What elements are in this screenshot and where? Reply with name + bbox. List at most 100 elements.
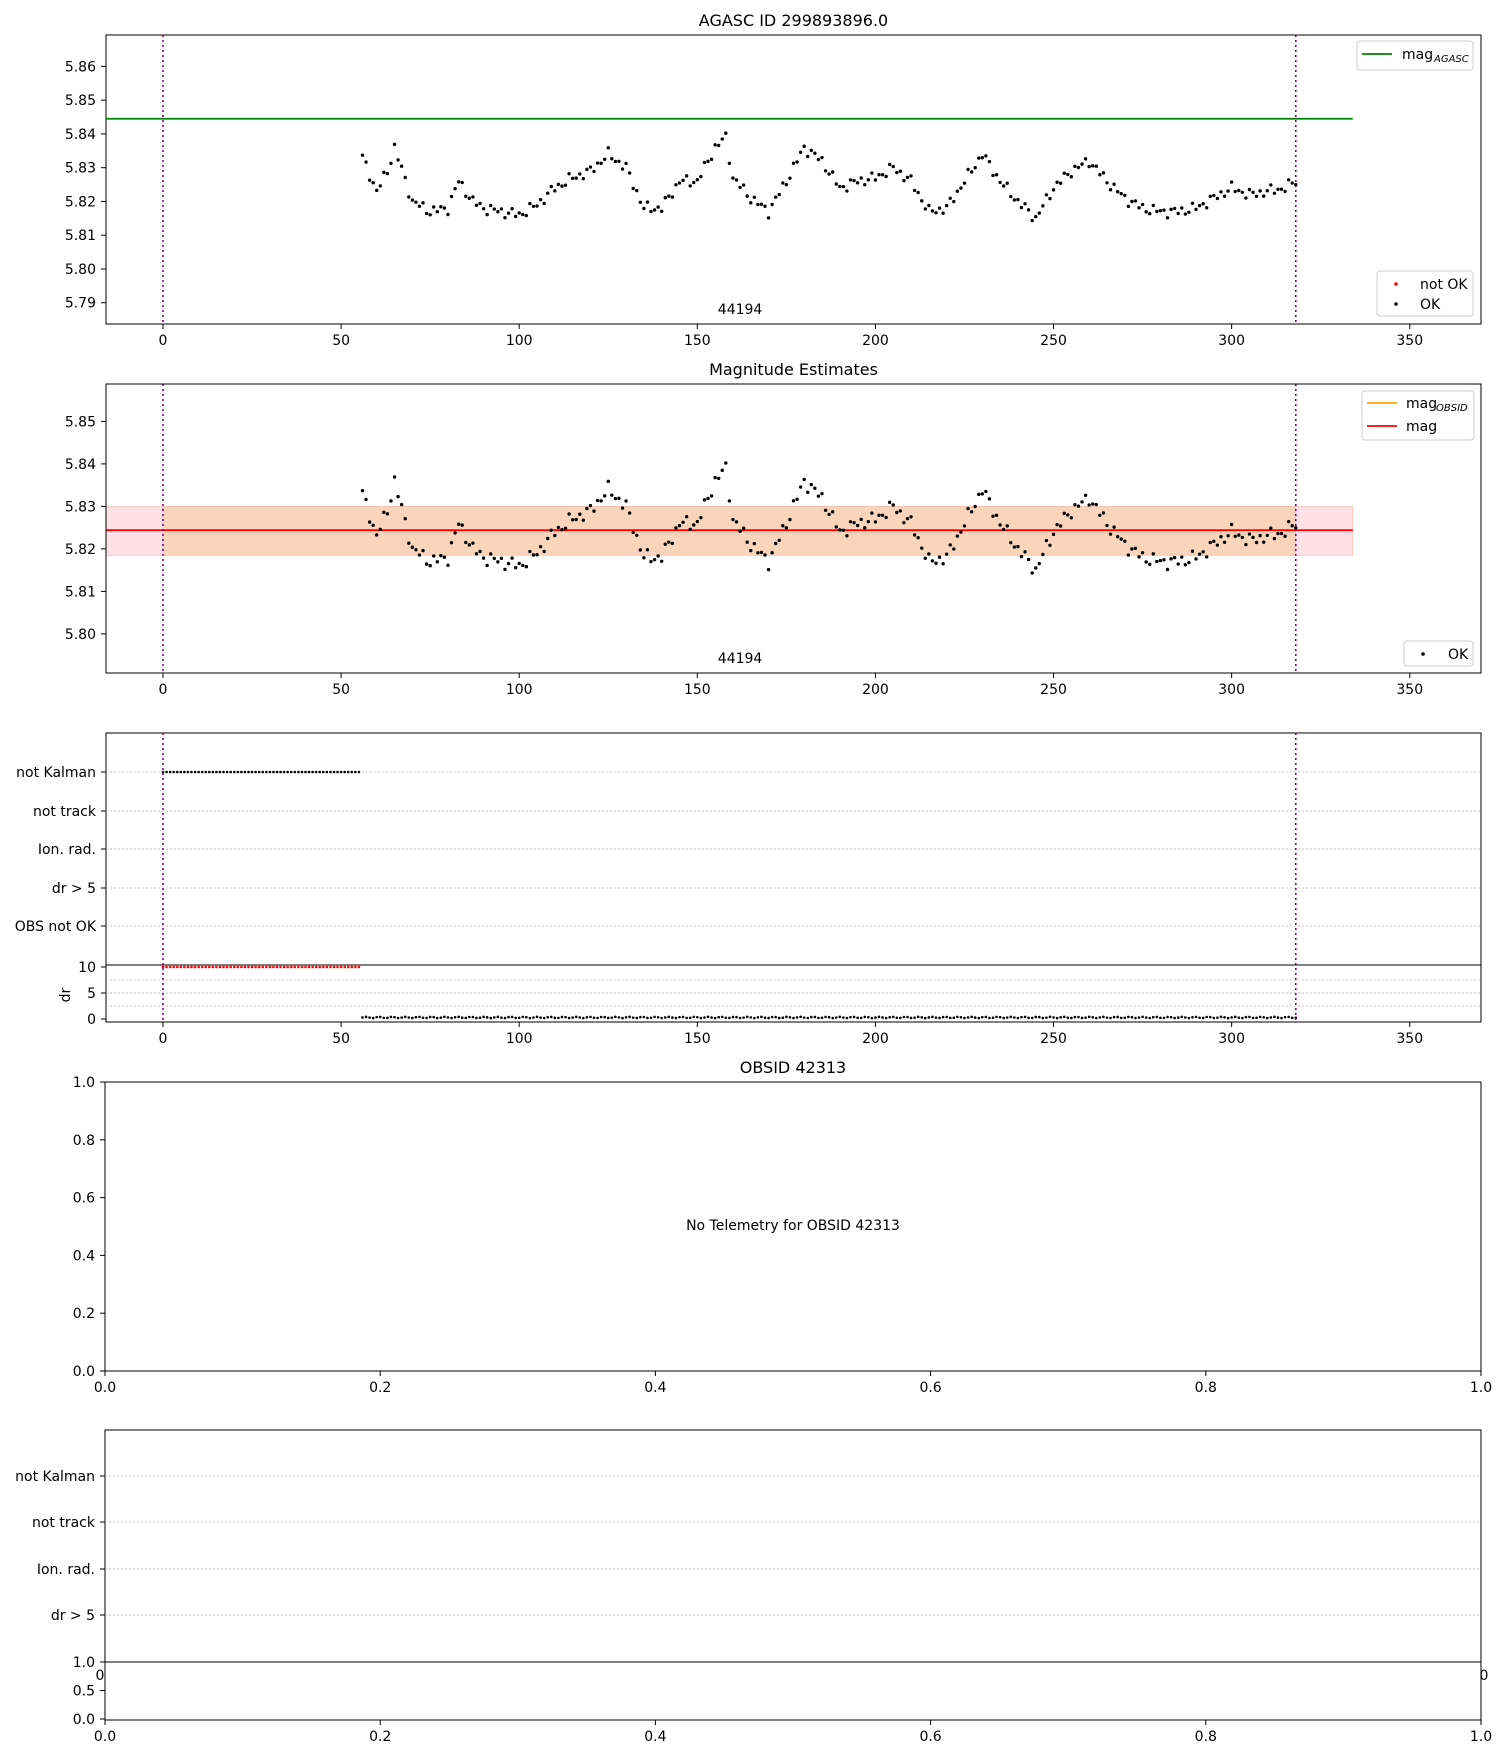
panel2-ok-point xyxy=(702,498,707,502)
panel1-ok-point xyxy=(1265,189,1269,193)
panel3-dr-clipped-point xyxy=(282,965,286,969)
panel3-dr-clipped-point xyxy=(161,965,165,969)
panel2-ok-point xyxy=(1240,535,1245,540)
panel2-ok-point xyxy=(399,502,404,507)
panel1-ok-point xyxy=(756,202,760,207)
panel2-ok-point xyxy=(521,563,525,568)
panel2-ok-point xyxy=(1044,538,1049,543)
panel2-ok-point xyxy=(1172,555,1177,560)
panel1-ok-point xyxy=(467,196,472,200)
panel2-ok-point xyxy=(845,534,849,538)
panel2-ok-point xyxy=(1108,532,1113,536)
panel2-ok-point xyxy=(1048,543,1052,548)
panel3-dr-point xyxy=(799,1015,802,1019)
panel1-ok-point xyxy=(902,178,906,183)
panel3-dr-point xyxy=(453,1016,457,1019)
panel3-dr-clipped-point xyxy=(293,965,297,969)
panel3-not-kalman-point xyxy=(225,770,229,774)
panel2-ok-point xyxy=(392,475,397,479)
panel2-ok-point xyxy=(1212,539,1216,543)
panel1-ok-point xyxy=(599,161,603,166)
panel1-ok-point xyxy=(930,209,935,213)
panel1-ok-point xyxy=(489,203,493,208)
panel3-not-kalman-point xyxy=(161,770,165,774)
panel2-ok-point xyxy=(613,496,618,501)
panel2-ok-point xyxy=(585,506,589,511)
panel2-ok-point xyxy=(1055,523,1059,527)
panel1-ok-point xyxy=(1023,202,1027,206)
panel3-not-kalman-point xyxy=(321,770,325,774)
panel1-ok-point xyxy=(1098,173,1102,177)
panel3-dr-ytick-label: 0 xyxy=(87,1012,96,1028)
panel3-dr-ytick-label: 5 xyxy=(87,986,96,1002)
panel1-ok-point xyxy=(1165,216,1170,220)
panel1-xtick-label: 200 xyxy=(862,333,889,349)
panel1-ok-point xyxy=(791,161,796,165)
panel1-ok-point xyxy=(966,167,970,172)
panel2-ok-point xyxy=(891,503,895,507)
panel2-ok-point xyxy=(984,489,988,494)
panel2-ok-point xyxy=(599,499,603,503)
panel3-not-kalman-point xyxy=(289,770,293,774)
panel3-dr-point xyxy=(567,1016,571,1020)
panel2-ok-point xyxy=(524,564,529,569)
panel2-ok-point xyxy=(367,520,372,524)
panel1-ok-point xyxy=(385,171,390,176)
panel3-not-kalman-point xyxy=(204,770,208,774)
panel1-ok-point xyxy=(859,176,863,180)
panel2-ok-point xyxy=(456,522,461,526)
panel3-dr-point xyxy=(1094,1016,1098,1020)
panel2-ok-point xyxy=(1098,513,1102,517)
panel3-dr-point xyxy=(400,1016,403,1019)
panel1-ok-point xyxy=(749,201,753,205)
panel2-ok-point xyxy=(1215,543,1220,547)
panel1-ok-point xyxy=(863,183,867,187)
panel1-ok-point xyxy=(610,157,614,161)
panel1-ok-point xyxy=(563,183,568,187)
panel1-ok-point xyxy=(773,195,778,199)
panel1-ok-point xyxy=(439,205,443,209)
panel2-ok-point xyxy=(905,516,910,521)
panel2-legend-mag-obsid-sub: OBSID xyxy=(1436,403,1468,414)
panel3-dr-clipped-point xyxy=(275,965,279,969)
panel1-ok-point xyxy=(1294,182,1298,187)
panel3-dr-point xyxy=(475,1016,478,1020)
panel1-ok-point xyxy=(834,182,838,186)
panel3-dr-point xyxy=(1283,1015,1287,1019)
panel1-ok-point xyxy=(695,178,700,182)
panel2-ok-point xyxy=(741,526,746,530)
panel3-dr-clipped-point xyxy=(318,965,322,969)
panel2-ok-point xyxy=(838,528,842,532)
panel2-ok-point xyxy=(684,515,689,519)
panel3-not-kalman-point xyxy=(293,770,297,774)
panel3-dr-point xyxy=(368,1016,371,1019)
panel1-ok-point xyxy=(784,182,789,187)
panel3-dr-point xyxy=(1262,1015,1266,1019)
panel1-ok-point xyxy=(709,157,714,162)
panel2-ok-point xyxy=(713,475,717,480)
panel3-dr-point xyxy=(361,1016,364,1019)
panel2-ok-point xyxy=(442,555,447,559)
panel1-ok-point xyxy=(1208,194,1212,199)
panel2-ok-point xyxy=(449,540,454,545)
panel3-dr-point xyxy=(724,1016,728,1020)
panel1-ytick-label: 5.83 xyxy=(65,161,96,177)
panel2-ok-point xyxy=(439,553,443,558)
panel2-ok-point xyxy=(1105,523,1109,528)
panel5-xtick-label: 0.8 xyxy=(1195,1729,1217,1745)
panel4-xtick-label: 0.8 xyxy=(1195,1380,1217,1396)
panel1-ok-point xyxy=(1087,164,1091,169)
panel3-dr-point xyxy=(1201,1016,1205,1020)
panel1-ok-point xyxy=(770,202,774,207)
panel2-annotation: 44194 xyxy=(718,651,763,667)
panel1-ok-point xyxy=(830,170,835,174)
panel2-ok-point xyxy=(677,523,682,528)
panel3-dr-clipped-point xyxy=(332,965,336,969)
panel1-ok-point xyxy=(499,207,504,211)
panel3-dr-point xyxy=(1037,1015,1041,1019)
panel3-dr-point xyxy=(610,1016,614,1019)
panel2-ok-point xyxy=(513,566,518,570)
panel2-ok-point xyxy=(930,559,935,563)
panel2-ok-point xyxy=(414,548,418,552)
panel2-ok-point xyxy=(1126,553,1131,557)
